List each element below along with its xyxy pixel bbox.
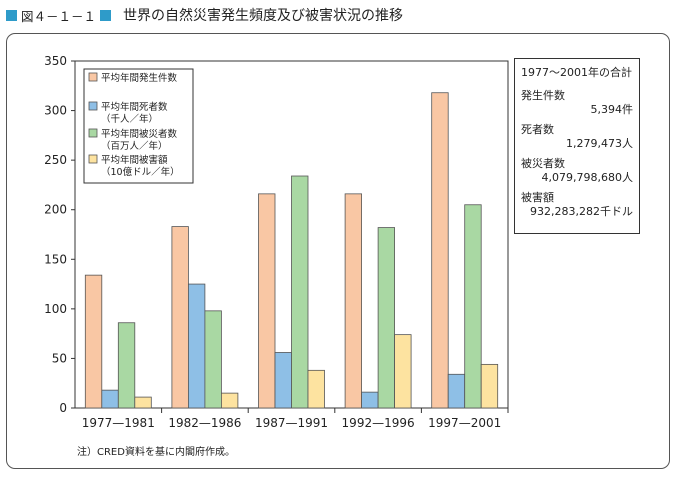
y-tick-label: 200 bbox=[44, 203, 67, 217]
source-note: 注）CRED資料を基に内閣府作成。 bbox=[77, 447, 235, 458]
bar bbox=[274, 352, 292, 409]
y-tick-label: 100 bbox=[44, 302, 67, 316]
y-tick-label: 150 bbox=[44, 252, 67, 266]
bar bbox=[220, 392, 239, 409]
figure-header: 図４－１－１ 世界の自然災害発生頻度及び被害状況の推移 bbox=[6, 6, 403, 24]
legend-sublabel: （百万人／年） bbox=[101, 140, 168, 152]
legend-box bbox=[83, 68, 194, 184]
y-tick-label: 250 bbox=[44, 153, 67, 167]
header-square-icon bbox=[100, 9, 112, 21]
y-tick-label: 50 bbox=[52, 351, 67, 365]
bar bbox=[394, 334, 412, 409]
bar bbox=[377, 227, 396, 409]
legend-label: 平均年間発生件数 bbox=[101, 72, 178, 84]
legend-swatch bbox=[88, 154, 98, 164]
bar bbox=[291, 175, 309, 409]
legend-label: 平均年間被害額 bbox=[101, 154, 168, 166]
bar bbox=[84, 274, 103, 409]
legend-swatch bbox=[88, 128, 98, 138]
summary-value: 1,279,473人 bbox=[566, 137, 633, 150]
x-tick-label: 1997—2001 bbox=[428, 416, 501, 430]
summary-label: 死者数 bbox=[521, 123, 554, 136]
bar bbox=[307, 369, 325, 409]
bar bbox=[431, 92, 449, 409]
figure-title: 世界の自然災害発生頻度及び被害状況の推移 bbox=[123, 8, 404, 24]
bar bbox=[187, 283, 206, 409]
chart-frame bbox=[6, 33, 670, 469]
x-tick-label: 1982—1986 bbox=[168, 416, 241, 430]
x-tick-label: 1992—1996 bbox=[342, 416, 415, 430]
legend-sublabel: （10億ドル／年） bbox=[101, 166, 180, 178]
summary-label: 被害額 bbox=[521, 191, 554, 204]
legend-swatch bbox=[88, 101, 98, 111]
legend-swatch bbox=[88, 72, 98, 82]
bar bbox=[344, 193, 363, 409]
summary-value: 932,283,282千ドル bbox=[530, 205, 633, 218]
bar bbox=[258, 193, 276, 409]
figure-number: 図４－１－１ bbox=[21, 8, 97, 24]
summary-value: 5,394件 bbox=[590, 103, 634, 116]
bar bbox=[480, 363, 499, 409]
bar bbox=[134, 396, 152, 409]
bar bbox=[447, 373, 466, 409]
bar bbox=[171, 226, 189, 409]
x-tick-label: 1977—1981 bbox=[82, 416, 155, 430]
bar bbox=[101, 389, 119, 409]
summary-heading: 1977～2001年の合計 bbox=[521, 66, 632, 79]
bar bbox=[464, 204, 482, 409]
y-tick-label: 300 bbox=[44, 104, 67, 118]
y-tick-label: 350 bbox=[44, 54, 67, 68]
bar bbox=[117, 322, 136, 409]
legend-sublabel: （千人／年） bbox=[101, 113, 158, 125]
summary-label: 発生件数 bbox=[521, 89, 565, 102]
legend-label: 平均年間被災者数 bbox=[101, 128, 178, 140]
header-square-icon bbox=[6, 9, 17, 21]
y-tick-label: 0 bbox=[59, 401, 67, 415]
summary-box: 1977～2001年の合計 発生件数 5,394件 死者数 1,279,473人… bbox=[514, 58, 640, 234]
bar bbox=[204, 310, 222, 409]
x-tick-label: 1987—1991 bbox=[255, 416, 328, 430]
summary-value: 4,079,798,680人 bbox=[541, 171, 633, 184]
summary-label: 被災者数 bbox=[521, 157, 565, 170]
bar bbox=[361, 391, 379, 409]
legend-label: 平均年間死者数 bbox=[101, 101, 168, 113]
